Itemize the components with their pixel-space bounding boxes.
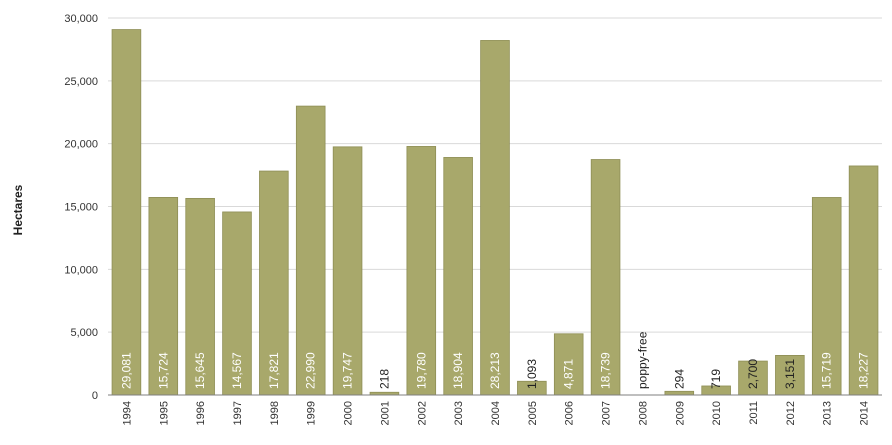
y-tick-label: 10,000	[64, 264, 98, 276]
bar-1996	[185, 197, 215, 396]
x-tick-label: 2014	[859, 401, 871, 425]
data-label: 18,904	[451, 352, 465, 389]
data-label: 218	[377, 369, 391, 389]
data-label: 19,780	[414, 352, 428, 389]
x-tick-label: 2003	[453, 401, 465, 425]
bar-1999	[295, 105, 326, 396]
data-label: 3,151	[783, 359, 797, 389]
x-tick-label: 2007	[601, 401, 613, 425]
x-tick-label: 1999	[306, 401, 318, 425]
x-tick-label: 2002	[416, 401, 428, 425]
data-label: 15,719	[820, 352, 834, 389]
bar-2000	[332, 146, 363, 396]
bar-2004	[480, 40, 510, 396]
x-tick-label: 2001	[379, 401, 391, 425]
data-label: 719	[709, 369, 723, 389]
x-tick-label: 1998	[269, 401, 281, 425]
y-axis-title: Hectares	[11, 184, 25, 235]
x-tick-label: 2012	[785, 401, 797, 425]
x-tick-label: 2013	[822, 401, 834, 425]
data-label: 294	[672, 369, 686, 389]
bar-2011	[738, 360, 768, 396]
bar-1997	[222, 211, 252, 396]
x-tick-label: 2006	[564, 401, 576, 425]
x-tick-label: 2009	[674, 401, 686, 425]
y-tick-label: 5,000	[70, 327, 98, 339]
x-tick-label: 2000	[343, 401, 355, 425]
data-label: poppy-free	[635, 331, 649, 389]
y-tick-label: 0	[92, 390, 98, 402]
data-label: 22,990	[304, 352, 318, 389]
y-tick-label: 25,000	[64, 76, 98, 88]
data-label: 29,081	[119, 352, 133, 389]
bar-2007	[590, 159, 621, 396]
data-label: 15,645	[193, 352, 207, 389]
data-label: 28,213	[488, 352, 502, 389]
x-tick-label: 1996	[195, 401, 207, 425]
x-tick-label: 2004	[490, 401, 502, 425]
y-tick-label: 15,000	[64, 202, 98, 214]
data-label: 14,567	[230, 352, 244, 389]
x-tick-label: 2010	[711, 401, 723, 425]
y-tick-label: 30,000	[64, 13, 98, 25]
x-tick-label: 2011	[748, 401, 760, 425]
x-tick-label: 2008	[637, 401, 649, 425]
data-label: 1,093	[525, 359, 539, 389]
data-label: 19,747	[341, 352, 355, 389]
data-label: 15,724	[156, 352, 170, 389]
y-tick-label: 20,000	[64, 139, 98, 151]
x-tick-label: 1997	[232, 401, 244, 425]
bar-2014	[848, 165, 879, 396]
data-label: 18,227	[857, 352, 871, 389]
bars	[111, 29, 879, 396]
data-label: 2,700	[746, 359, 760, 389]
axes: 0 5,000 10,000 15,000 20,000 25,000 30,000 1994…	[64, 13, 882, 425]
bar-1994	[111, 29, 142, 396]
x-tick-label: 1994	[121, 401, 133, 425]
data-label: 18,739	[599, 352, 613, 389]
bar-1998	[259, 170, 289, 396]
data-labels: 29,081 15,724 15,645 14,567 17,821 22,990 19,7…	[119, 331, 870, 389]
data-label: 4,871	[562, 359, 576, 389]
bar-2009	[664, 390, 695, 396]
data-label: 17,821	[267, 352, 281, 389]
x-tick-label: 2005	[527, 401, 539, 425]
x-tick-label: 1995	[158, 401, 170, 425]
